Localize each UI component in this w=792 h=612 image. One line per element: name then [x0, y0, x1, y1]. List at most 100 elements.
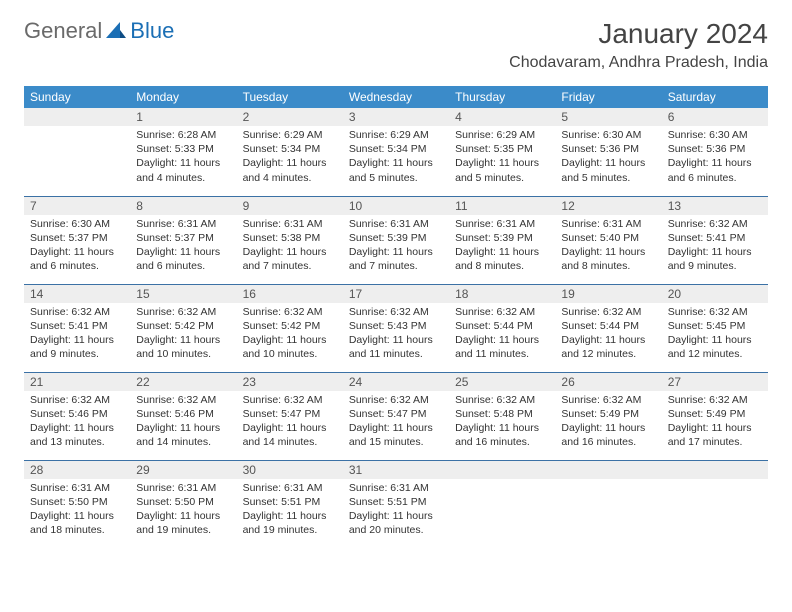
day-number: 2 [237, 108, 343, 126]
day-number: 16 [237, 285, 343, 303]
day-header: Thursday [449, 86, 555, 108]
calendar-cell: 9Sunrise: 6:31 AMSunset: 5:38 PMDaylight… [237, 196, 343, 284]
day-number: 22 [130, 373, 236, 391]
day-number: 23 [237, 373, 343, 391]
calendar-row: 21Sunrise: 6:32 AMSunset: 5:46 PMDayligh… [24, 372, 768, 460]
day-number: 9 [237, 197, 343, 215]
calendar-cell: 10Sunrise: 6:31 AMSunset: 5:39 PMDayligh… [343, 196, 449, 284]
day-number: 30 [237, 461, 343, 479]
day-header: Tuesday [237, 86, 343, 108]
calendar-cell: 4Sunrise: 6:29 AMSunset: 5:35 PMDaylight… [449, 108, 555, 196]
cell-body: Sunrise: 6:32 AMSunset: 5:48 PMDaylight:… [449, 391, 555, 456]
cell-body: Sunrise: 6:32 AMSunset: 5:49 PMDaylight:… [662, 391, 768, 456]
calendar-cell: 18Sunrise: 6:32 AMSunset: 5:44 PMDayligh… [449, 284, 555, 372]
day-number: 11 [449, 197, 555, 215]
calendar-head: SundayMondayTuesdayWednesdayThursdayFrid… [24, 86, 768, 108]
day-number: 4 [449, 108, 555, 126]
cell-body: Sunrise: 6:32 AMSunset: 5:41 PMDaylight:… [662, 215, 768, 280]
calendar-cell: 14Sunrise: 6:32 AMSunset: 5:41 PMDayligh… [24, 284, 130, 372]
cell-body: Sunrise: 6:32 AMSunset: 5:49 PMDaylight:… [555, 391, 661, 456]
cell-body: Sunrise: 6:29 AMSunset: 5:34 PMDaylight:… [343, 126, 449, 191]
cell-body: Sunrise: 6:32 AMSunset: 5:41 PMDaylight:… [24, 303, 130, 368]
day-number: 25 [449, 373, 555, 391]
cell-body: Sunrise: 6:31 AMSunset: 5:50 PMDaylight:… [24, 479, 130, 544]
calendar-cell: 16Sunrise: 6:32 AMSunset: 5:42 PMDayligh… [237, 284, 343, 372]
day-number: 27 [662, 373, 768, 391]
calendar-row: 7Sunrise: 6:30 AMSunset: 5:37 PMDaylight… [24, 196, 768, 284]
calendar-cell: 8Sunrise: 6:31 AMSunset: 5:37 PMDaylight… [130, 196, 236, 284]
cell-body: Sunrise: 6:30 AMSunset: 5:36 PMDaylight:… [662, 126, 768, 191]
calendar-cell [555, 460, 661, 548]
calendar-cell: 22Sunrise: 6:32 AMSunset: 5:46 PMDayligh… [130, 372, 236, 460]
day-number: 20 [662, 285, 768, 303]
calendar-table: SundayMondayTuesdayWednesdayThursdayFrid… [24, 86, 768, 548]
day-number [449, 461, 555, 479]
day-header: Friday [555, 86, 661, 108]
location-text: Chodavaram, Andhra Pradesh, India [509, 54, 768, 72]
calendar-cell: 3Sunrise: 6:29 AMSunset: 5:34 PMDaylight… [343, 108, 449, 196]
calendar-cell: 13Sunrise: 6:32 AMSunset: 5:41 PMDayligh… [662, 196, 768, 284]
calendar-cell [24, 108, 130, 196]
cell-body: Sunrise: 6:32 AMSunset: 5:45 PMDaylight:… [662, 303, 768, 368]
cell-body: Sunrise: 6:30 AMSunset: 5:36 PMDaylight:… [555, 126, 661, 191]
cell-body: Sunrise: 6:32 AMSunset: 5:44 PMDaylight:… [449, 303, 555, 368]
cell-body: Sunrise: 6:31 AMSunset: 5:40 PMDaylight:… [555, 215, 661, 280]
calendar-row: 14Sunrise: 6:32 AMSunset: 5:41 PMDayligh… [24, 284, 768, 372]
cell-body: Sunrise: 6:30 AMSunset: 5:37 PMDaylight:… [24, 215, 130, 280]
cell-body: Sunrise: 6:32 AMSunset: 5:46 PMDaylight:… [130, 391, 236, 456]
calendar-body: 1Sunrise: 6:28 AMSunset: 5:33 PMDaylight… [24, 108, 768, 548]
day-number: 18 [449, 285, 555, 303]
day-number: 19 [555, 285, 661, 303]
day-number: 12 [555, 197, 661, 215]
cell-body: Sunrise: 6:32 AMSunset: 5:46 PMDaylight:… [24, 391, 130, 456]
cell-body: Sunrise: 6:28 AMSunset: 5:33 PMDaylight:… [130, 126, 236, 191]
day-number: 28 [24, 461, 130, 479]
month-title: January 2024 [509, 18, 768, 50]
day-number [24, 108, 130, 126]
cell-body: Sunrise: 6:31 AMSunset: 5:51 PMDaylight:… [237, 479, 343, 544]
day-number: 1 [130, 108, 236, 126]
calendar-cell: 1Sunrise: 6:28 AMSunset: 5:33 PMDaylight… [130, 108, 236, 196]
calendar-cell: 20Sunrise: 6:32 AMSunset: 5:45 PMDayligh… [662, 284, 768, 372]
cell-body: Sunrise: 6:32 AMSunset: 5:42 PMDaylight:… [237, 303, 343, 368]
day-number: 15 [130, 285, 236, 303]
calendar-cell: 19Sunrise: 6:32 AMSunset: 5:44 PMDayligh… [555, 284, 661, 372]
day-number: 24 [343, 373, 449, 391]
calendar-cell: 31Sunrise: 6:31 AMSunset: 5:51 PMDayligh… [343, 460, 449, 548]
calendar-cell: 17Sunrise: 6:32 AMSunset: 5:43 PMDayligh… [343, 284, 449, 372]
day-number [662, 461, 768, 479]
calendar-row: 28Sunrise: 6:31 AMSunset: 5:50 PMDayligh… [24, 460, 768, 548]
brand-logo: General Blue [24, 18, 174, 44]
cell-body: Sunrise: 6:32 AMSunset: 5:43 PMDaylight:… [343, 303, 449, 368]
cell-body: Sunrise: 6:32 AMSunset: 5:47 PMDaylight:… [343, 391, 449, 456]
calendar-row: 1Sunrise: 6:28 AMSunset: 5:33 PMDaylight… [24, 108, 768, 196]
day-number: 21 [24, 373, 130, 391]
calendar-cell: 15Sunrise: 6:32 AMSunset: 5:42 PMDayligh… [130, 284, 236, 372]
calendar-cell: 30Sunrise: 6:31 AMSunset: 5:51 PMDayligh… [237, 460, 343, 548]
calendar-cell: 7Sunrise: 6:30 AMSunset: 5:37 PMDaylight… [24, 196, 130, 284]
cell-body: Sunrise: 6:32 AMSunset: 5:42 PMDaylight:… [130, 303, 236, 368]
cell-body: Sunrise: 6:31 AMSunset: 5:37 PMDaylight:… [130, 215, 236, 280]
day-number: 13 [662, 197, 768, 215]
day-number: 29 [130, 461, 236, 479]
calendar-cell: 24Sunrise: 6:32 AMSunset: 5:47 PMDayligh… [343, 372, 449, 460]
calendar-cell [449, 460, 555, 548]
calendar-cell: 23Sunrise: 6:32 AMSunset: 5:47 PMDayligh… [237, 372, 343, 460]
day-header: Sunday [24, 86, 130, 108]
cell-body: Sunrise: 6:31 AMSunset: 5:50 PMDaylight:… [130, 479, 236, 544]
day-number: 8 [130, 197, 236, 215]
cell-body: Sunrise: 6:31 AMSunset: 5:39 PMDaylight:… [449, 215, 555, 280]
day-header: Monday [130, 86, 236, 108]
day-header: Saturday [662, 86, 768, 108]
cell-body: Sunrise: 6:31 AMSunset: 5:39 PMDaylight:… [343, 215, 449, 280]
cell-body: Sunrise: 6:29 AMSunset: 5:34 PMDaylight:… [237, 126, 343, 191]
day-header: Wednesday [343, 86, 449, 108]
day-number: 5 [555, 108, 661, 126]
calendar-cell: 27Sunrise: 6:32 AMSunset: 5:49 PMDayligh… [662, 372, 768, 460]
calendar-cell: 29Sunrise: 6:31 AMSunset: 5:50 PMDayligh… [130, 460, 236, 548]
title-block: January 2024 Chodavaram, Andhra Pradesh,… [509, 18, 768, 72]
page-header: General Blue January 2024 Chodavaram, An… [24, 18, 768, 72]
calendar-cell: 25Sunrise: 6:32 AMSunset: 5:48 PMDayligh… [449, 372, 555, 460]
day-number: 17 [343, 285, 449, 303]
day-number: 26 [555, 373, 661, 391]
